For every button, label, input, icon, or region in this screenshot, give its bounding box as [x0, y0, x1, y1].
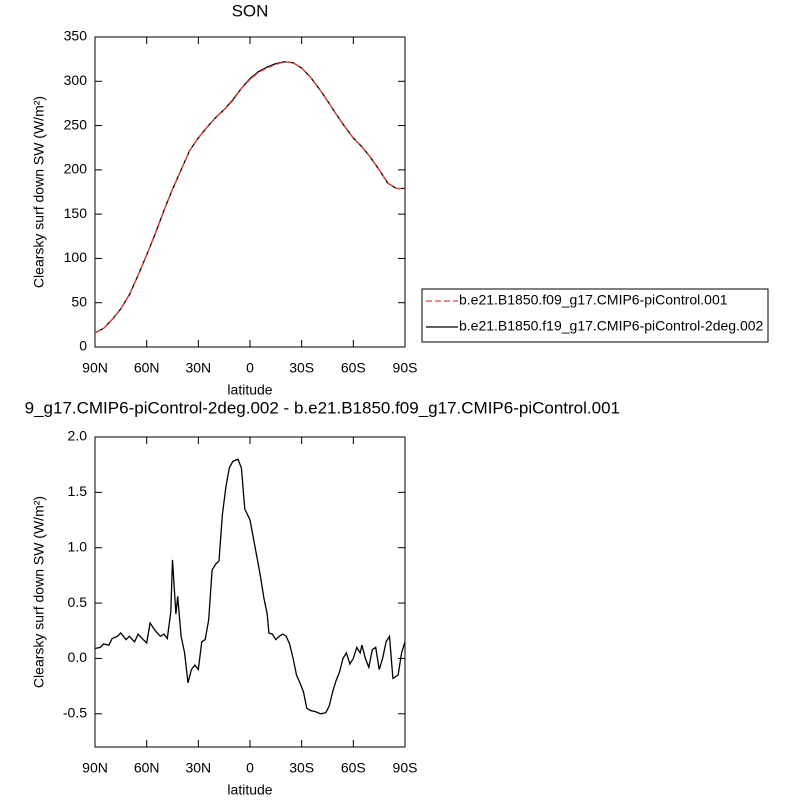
y-tick-label: 1.0 — [68, 538, 88, 554]
y-axis-label: Clearsky surf down SW (W/m²) — [31, 496, 47, 688]
y-tick-label: 0.0 — [68, 649, 88, 665]
x-tick-label: 60S — [341, 760, 366, 776]
y-tick-label: 300 — [64, 72, 88, 88]
data-line — [94, 61, 405, 334]
chart-title: SON — [232, 1, 269, 20]
x-axis-label: latitude — [227, 382, 272, 398]
x-tick-label: 30N — [185, 760, 211, 776]
legend-box — [421, 288, 769, 343]
x-axis-label: latitude — [227, 782, 272, 798]
y-tick-label: 250 — [64, 116, 88, 132]
legend-label: b.e21.B1850.f09_g17.CMIP6-piControl.001 — [459, 292, 728, 308]
x-tick-label: 0 — [246, 760, 254, 776]
x-tick-label: 90S — [393, 360, 418, 376]
x-tick-label: 90N — [82, 760, 108, 776]
y-tick-label: -0.5 — [63, 704, 87, 720]
chart-title: 9_g17.CMIP6-piControl-2deg.002 - b.e21.B… — [25, 398, 620, 417]
y-tick-label: 200 — [64, 161, 88, 177]
x-tick-label: 0 — [246, 360, 254, 376]
x-tick-label: 60S — [341, 360, 366, 376]
y-tick-label: 2.0 — [68, 428, 88, 444]
x-tick-label: 30S — [289, 360, 314, 376]
y-tick-label: 0.5 — [68, 594, 88, 610]
x-tick-label: 90S — [393, 760, 418, 776]
x-tick-label: 30N — [185, 360, 211, 376]
y-tick-label: 350 — [64, 28, 88, 44]
data-line — [94, 458, 406, 715]
legend-label: b.e21.B1850.f19_g17.CMIP6-piControl-2deg… — [459, 318, 764, 334]
x-tick-label: 60N — [134, 760, 160, 776]
x-tick-label: 60N — [134, 360, 160, 376]
x-tick-label: 30S — [289, 760, 314, 776]
y-tick-label: 150 — [64, 205, 88, 221]
y-axis-label: Clearsky surf down SW (W/m²) — [31, 96, 47, 288]
y-tick-label: 100 — [64, 249, 88, 265]
plot-frame — [94, 36, 406, 348]
data-line — [94, 61, 405, 334]
y-tick-label: 0 — [79, 338, 87, 354]
plot-frame — [94, 436, 406, 748]
x-tick-label: 90N — [82, 360, 108, 376]
y-tick-label: 1.5 — [68, 483, 88, 499]
y-tick-label: 50 — [71, 293, 87, 309]
